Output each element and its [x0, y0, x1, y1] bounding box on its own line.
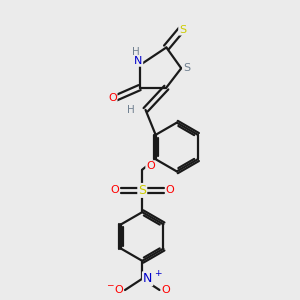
Text: O: O [162, 285, 170, 295]
Text: S: S [179, 25, 186, 34]
Text: H: H [128, 105, 135, 115]
Text: O: O [108, 93, 117, 103]
Text: N: N [143, 272, 152, 285]
Text: N: N [134, 56, 142, 66]
Text: O: O [166, 185, 175, 195]
Text: O: O [110, 185, 119, 195]
Text: H: H [132, 47, 140, 57]
Text: O: O [114, 285, 123, 295]
Text: S: S [138, 184, 146, 197]
Text: +: + [154, 269, 161, 278]
Text: S: S [183, 63, 190, 73]
Text: −: − [106, 280, 113, 289]
Text: O: O [146, 161, 155, 171]
